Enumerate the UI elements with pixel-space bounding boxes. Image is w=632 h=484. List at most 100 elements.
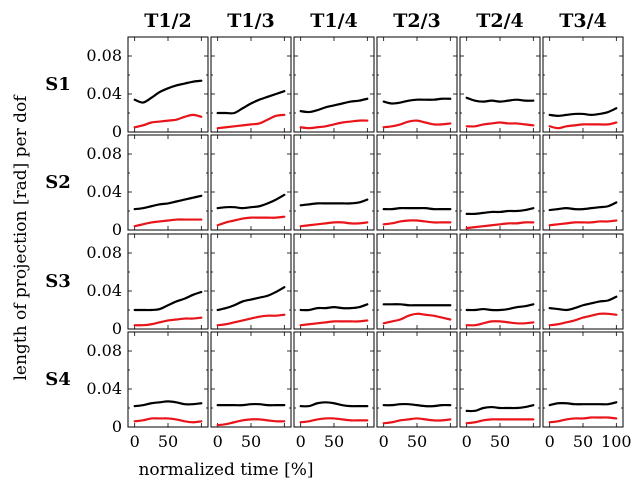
panel-s1-t1-3 (210, 36, 292, 133)
panel-s4-t1-2 (127, 331, 209, 428)
panel-frame (210, 233, 292, 330)
series-line-black (133, 79, 203, 104)
series-line-red (299, 119, 369, 130)
row-label-s4: S4 (45, 369, 71, 390)
panel-frame (376, 233, 458, 330)
series-line-black (216, 286, 286, 312)
series-line-black (216, 90, 286, 115)
y-tick-label: 0.08 (86, 46, 122, 65)
x-tick-labels: 0 50 0 50 0 50 0 50 0 50 0 50 100 (130, 432, 632, 451)
panel-frame (376, 36, 458, 133)
panel-s2-t2-4 (459, 134, 541, 231)
series-line-red (216, 113, 286, 130)
panel-frame (459, 233, 541, 330)
y-axis-label: length of projection [rad] per dof (11, 94, 31, 381)
x-axis-label: normalized time [%] (138, 460, 313, 480)
panel-s4-t1-3 (210, 331, 292, 428)
panel-frame (542, 36, 624, 133)
x-tick-label: 50 (324, 432, 344, 451)
series-line-red (465, 121, 535, 128)
x-tick-label: 50 (490, 432, 510, 451)
series-line-red (465, 418, 535, 425)
panel-s1-t1-2 (127, 36, 209, 133)
panel-s3-t2-3 (376, 233, 458, 330)
x-tick-label: 50 (573, 432, 593, 451)
panel-s2-t3-4 (542, 134, 624, 231)
panel-s1-t2-3 (376, 36, 458, 133)
y-tick-label: 0.08 (86, 243, 122, 262)
series-line-red (133, 218, 203, 228)
y-tick-label: 0.04 (86, 379, 122, 398)
row-labels: S1 S2 S3 S4 (45, 74, 71, 390)
panel-s3-t2-4 (459, 233, 541, 330)
column-title-t2-4: T2/4 (476, 10, 524, 32)
panel-s1-t1-4 (293, 36, 375, 133)
x-tick-label: 50 (158, 432, 178, 451)
panel-s2-t2-3 (376, 134, 458, 231)
series-line-red (299, 319, 369, 327)
panel-frame (376, 331, 458, 428)
x-tick-label: 0 (213, 432, 223, 451)
panel-frame (459, 331, 541, 428)
series-line-black (382, 206, 452, 211)
series-line-black (382, 402, 452, 408)
y-tick-label: 0.08 (86, 144, 122, 163)
series-line-black (133, 194, 203, 211)
x-tick-label: 0 (296, 432, 306, 451)
x-tick-label: 0 (462, 432, 472, 451)
y-tick-label: 0.04 (86, 84, 122, 103)
series-line-red (299, 221, 369, 228)
series-line-black (299, 97, 369, 114)
series-line-red (299, 417, 369, 424)
series-line-red (548, 219, 618, 227)
series-line-black (382, 303, 452, 307)
series-line-red (216, 418, 286, 427)
panel-frame (127, 36, 209, 133)
panel-s4-t2-3 (376, 331, 458, 428)
panel-frame (293, 134, 375, 231)
y-tick-label: 0 (112, 417, 122, 436)
x-tick-label: 0 (130, 432, 140, 451)
panel-frame (459, 36, 541, 133)
series-line-red (548, 121, 618, 130)
column-title-t1-4: T1/4 (310, 10, 358, 32)
panel-s2-t1-4 (293, 134, 375, 231)
panel-frame (542, 134, 624, 231)
series-line-black (465, 207, 535, 216)
panel-frame (459, 134, 541, 231)
y-tick-label: 0 (112, 122, 122, 141)
series-line-black (299, 401, 369, 408)
series-line-black (382, 97, 452, 105)
series-line-black (548, 295, 618, 312)
panel-s3-t1-4 (293, 233, 375, 330)
y-tick-label: 0.04 (86, 182, 122, 201)
y-tick-label: 0.04 (86, 281, 122, 300)
column-titles: T1/2 T1/3 T1/4 T2/3 T2/4 T3/4 (144, 10, 607, 32)
series-line-black (216, 402, 286, 407)
panel-grid (127, 36, 624, 428)
y-tick-labels: 0 0.04 0.08 0 0.04 0.08 0 0.04 0.08 0 0.04 0.08 (86, 46, 122, 436)
panel-frame (210, 134, 292, 231)
series-line-red (548, 312, 618, 327)
x-tick-label: 50 (241, 432, 261, 451)
series-line-red (382, 312, 452, 325)
series-line-red (133, 113, 203, 129)
panel-s2-t1-3 (210, 134, 292, 231)
series-line-black (216, 193, 286, 210)
panel-s3-t1-2 (127, 233, 209, 330)
series-line-red (216, 313, 286, 327)
panel-s3-t1-3 (210, 233, 292, 330)
series-line-black (299, 198, 369, 207)
x-tick-label: 100 (601, 432, 632, 451)
panel-s4-t3-4 (542, 331, 624, 428)
panel-frame (127, 134, 209, 231)
series-line-black (465, 404, 535, 413)
column-title-t1-3: T1/3 (227, 10, 275, 32)
y-tick-label: 0 (112, 319, 122, 338)
series-line-red (382, 119, 452, 129)
panel-frame (210, 36, 292, 133)
series-line-red (382, 417, 452, 425)
panel-frame (542, 331, 624, 428)
